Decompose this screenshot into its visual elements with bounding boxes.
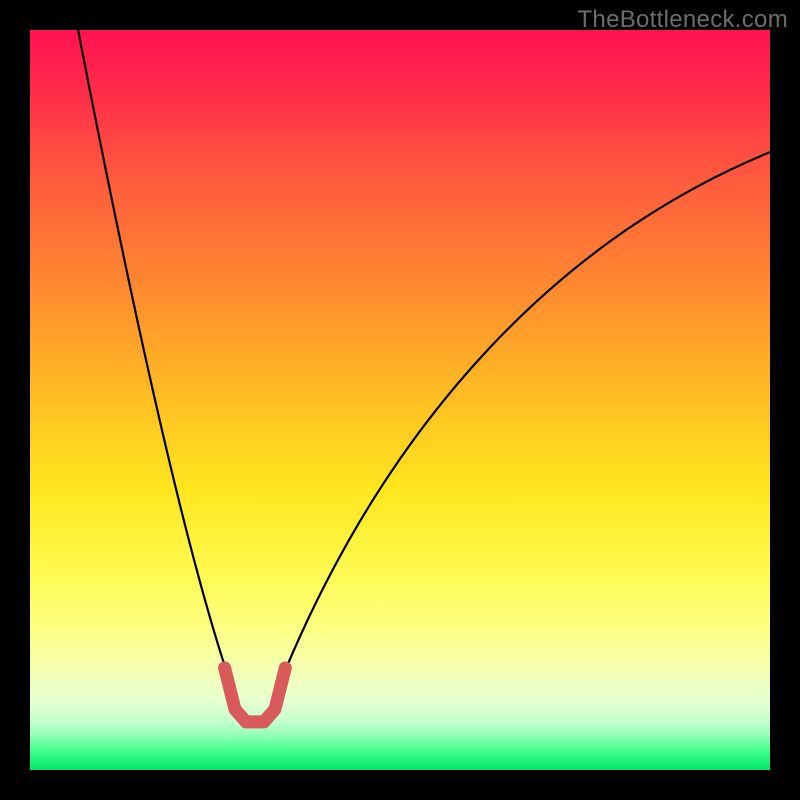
watermark-text: TheBottleneck.com bbox=[577, 6, 788, 34]
gradient-background bbox=[30, 30, 770, 770]
chart-svg bbox=[30, 30, 770, 770]
chart-frame bbox=[30, 30, 770, 770]
